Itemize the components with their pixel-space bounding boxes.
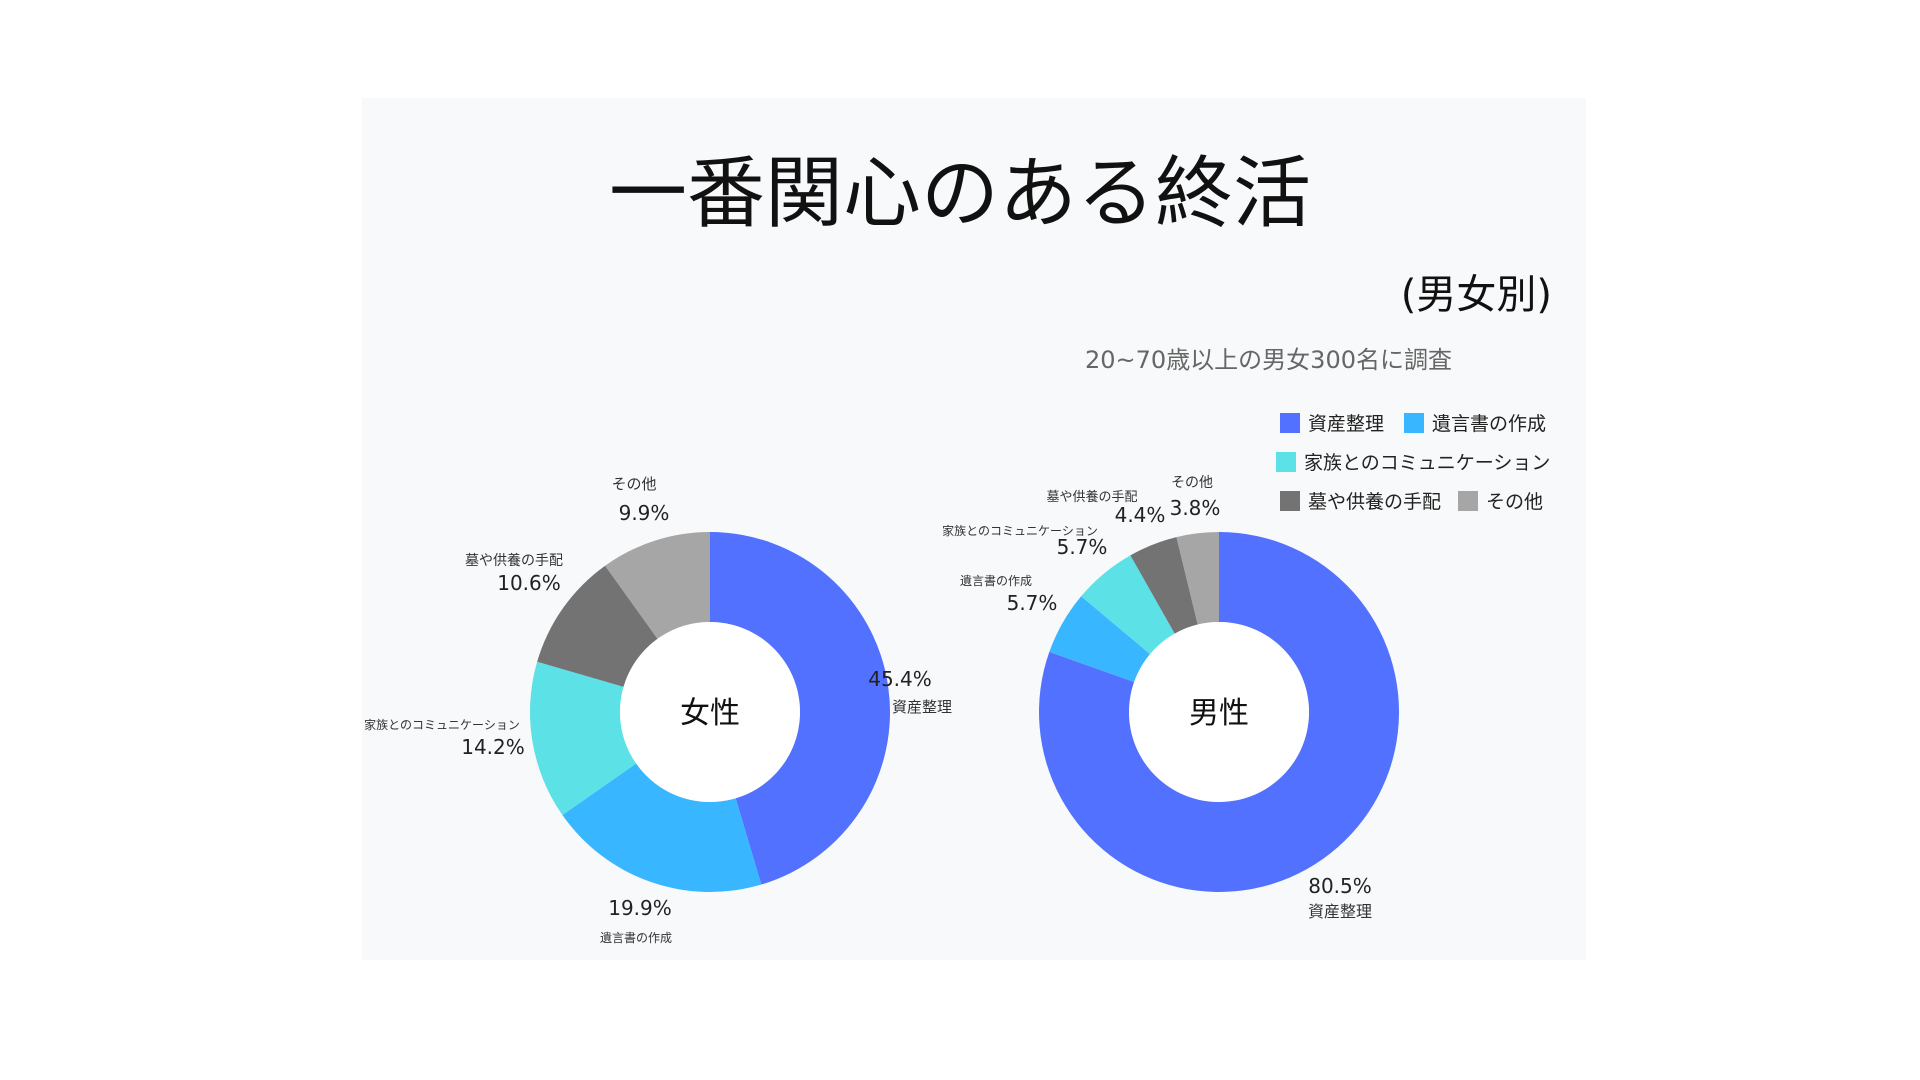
slice-value-label: 19.9% (608, 896, 672, 920)
slice-female-will (562, 763, 762, 892)
legend-label: 家族とのコミュニケーション (1304, 452, 1551, 474)
legend-item-family: 家族とのコミュニケーション (1276, 448, 1550, 475)
slice-male-asset (1039, 532, 1399, 893)
slice-female-other (605, 532, 710, 639)
slice-female-grave (537, 565, 658, 687)
legend-item-will: 遺言書の作成 (1404, 409, 1546, 436)
legend-swatch (1276, 451, 1296, 472)
survey-note: 20~70歳以上の男女300名に調査 (1085, 346, 1452, 374)
slice-category-label: その他 (611, 475, 656, 493)
slice-value-label: 80.5% (1308, 874, 1372, 898)
slice-category-label: その他 (1171, 475, 1213, 491)
donut-center-label: 女性 (680, 696, 740, 731)
chart-title: 一番関心のある終活 (608, 149, 1311, 239)
legend-swatch (1280, 490, 1300, 511)
slice-value-label: 5.7% (1057, 535, 1108, 559)
legend-swatch (1280, 412, 1300, 433)
slice-category-label: 墓や供養の手配 (465, 552, 563, 569)
slice-value-label: 4.4% (1115, 503, 1166, 527)
slice-male-grave (1130, 537, 1198, 634)
slice-category-label: 墓や供養の手配 (1046, 489, 1137, 505)
slice-category-label: 資産整理 (1308, 902, 1372, 921)
slice-male-other (1176, 532, 1219, 625)
legend-label: 資産整理 (1308, 413, 1385, 435)
legend-item-asset: 資産整理 (1280, 409, 1384, 436)
slice-category-label: 遺言書の作成 (960, 573, 1032, 588)
slice-male-will (1049, 596, 1151, 682)
donut-center-label: 男性 (1189, 696, 1249, 731)
slice-value-label: 10.6% (497, 571, 561, 595)
slice-category-label: 家族とのコミュニケーション (364, 717, 520, 732)
slice-category-label: 遺言書の作成 (600, 930, 672, 945)
slice-value-label: 45.4% (868, 667, 932, 691)
legend-item-grave: 墓や供養の手配 (1280, 487, 1441, 514)
slice-value-label: 14.2% (461, 735, 525, 759)
slice-male-family (1081, 555, 1175, 655)
slice-female-asset (710, 532, 891, 885)
slice-category-label: 資産整理 (892, 698, 952, 716)
legend-label: 墓や供養の手配 (1308, 491, 1442, 513)
slice-female-family (530, 661, 637, 816)
slice-value-label: 9.9% (619, 501, 670, 525)
legend-swatch (1404, 412, 1424, 433)
donut-hole (1129, 622, 1309, 802)
donut-hole (620, 622, 800, 802)
legend-label: 遺言書の作成 (1432, 413, 1547, 435)
legend-swatch (1458, 490, 1478, 511)
legend-label: その他 (1486, 491, 1544, 513)
slice-category-label: 家族とのコミュニケーション (942, 523, 1098, 538)
slice-value-label: 3.8% (1170, 496, 1221, 520)
legend-item-other: その他 (1458, 487, 1543, 514)
chart-subtitle: (男女別) (1400, 272, 1552, 318)
slice-value-label: 5.7% (1007, 591, 1058, 615)
